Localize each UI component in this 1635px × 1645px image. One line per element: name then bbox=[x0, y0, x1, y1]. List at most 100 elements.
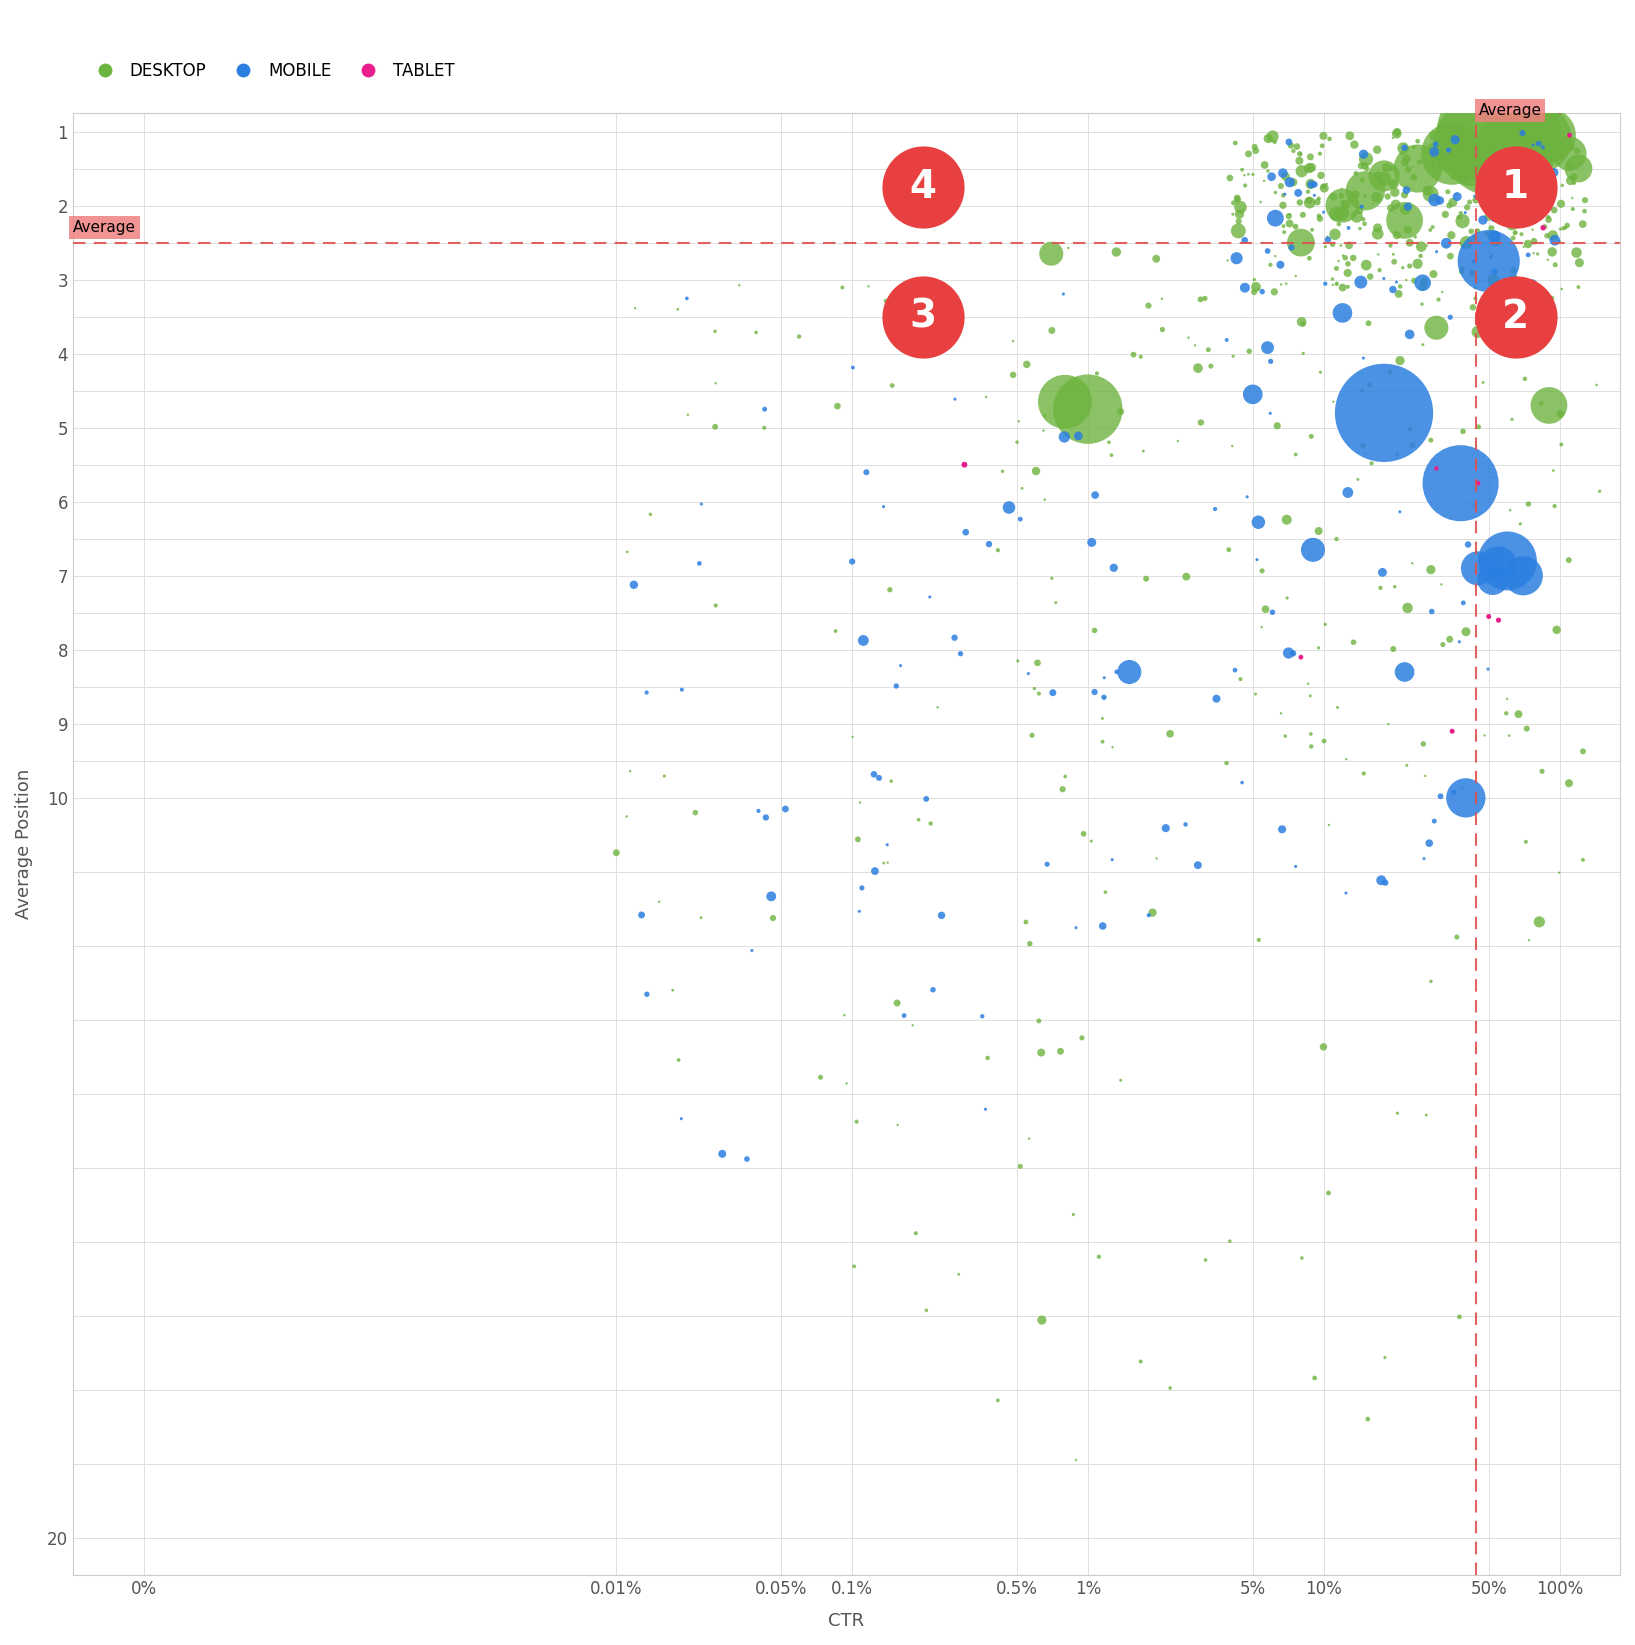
Point bbox=[1230, 770, 1256, 796]
Point bbox=[1535, 247, 1561, 273]
Point bbox=[1380, 125, 1406, 151]
Point bbox=[921, 977, 947, 1003]
Point bbox=[1365, 163, 1391, 189]
Point bbox=[1555, 212, 1581, 239]
Point bbox=[1066, 423, 1092, 449]
Point bbox=[1377, 232, 1403, 258]
Point bbox=[1401, 164, 1427, 191]
Point bbox=[906, 806, 932, 832]
Point bbox=[1277, 201, 1303, 227]
Point bbox=[1030, 418, 1056, 444]
Point bbox=[1341, 628, 1367, 655]
Point bbox=[1223, 130, 1249, 156]
Point bbox=[1310, 1033, 1336, 1059]
Point bbox=[1557, 548, 1583, 574]
Point bbox=[638, 502, 664, 528]
Point bbox=[1527, 168, 1553, 194]
Point bbox=[1267, 701, 1293, 727]
Point bbox=[760, 905, 786, 931]
Point bbox=[1297, 188, 1323, 214]
Point bbox=[953, 520, 979, 546]
Point bbox=[1537, 128, 1563, 155]
Point bbox=[1220, 433, 1246, 459]
Point bbox=[1239, 382, 1265, 408]
Point bbox=[1333, 745, 1359, 772]
Point bbox=[1298, 171, 1324, 197]
Point bbox=[1192, 285, 1218, 311]
Point bbox=[1382, 574, 1408, 600]
Point bbox=[1404, 128, 1431, 155]
Point bbox=[1571, 197, 1597, 224]
Point bbox=[1561, 169, 1588, 196]
Point bbox=[1566, 250, 1592, 276]
Point bbox=[1228, 194, 1254, 220]
Point bbox=[1099, 734, 1125, 760]
Point bbox=[1532, 214, 1558, 240]
Point bbox=[1283, 133, 1310, 160]
Point bbox=[1262, 179, 1288, 206]
Point bbox=[1288, 158, 1315, 184]
Point bbox=[1383, 268, 1409, 294]
Point bbox=[1225, 217, 1251, 243]
Point bbox=[1408, 234, 1434, 260]
Point bbox=[1462, 285, 1488, 311]
Point bbox=[996, 495, 1022, 521]
Point bbox=[1337, 123, 1364, 150]
Point bbox=[1351, 433, 1377, 459]
Point bbox=[1424, 314, 1450, 341]
Point bbox=[1447, 1304, 1473, 1331]
Point bbox=[1007, 1153, 1033, 1179]
Point bbox=[734, 1147, 760, 1173]
Point bbox=[1323, 526, 1349, 553]
Point bbox=[1024, 457, 1050, 484]
Point bbox=[1476, 604, 1503, 630]
Point bbox=[1521, 240, 1547, 266]
Point bbox=[1310, 123, 1336, 150]
Point bbox=[989, 459, 1015, 485]
Point bbox=[1494, 169, 1521, 196]
Point bbox=[1571, 188, 1597, 214]
Point bbox=[1300, 536, 1326, 563]
Point bbox=[1298, 734, 1324, 760]
Point bbox=[1395, 156, 1421, 183]
Point bbox=[1421, 262, 1447, 288]
Point bbox=[1025, 681, 1051, 707]
Point bbox=[855, 273, 881, 299]
Point bbox=[1404, 250, 1431, 276]
Point bbox=[880, 372, 906, 398]
Point bbox=[1511, 563, 1537, 589]
Point bbox=[1503, 189, 1529, 215]
Point bbox=[1223, 245, 1249, 271]
Point bbox=[1275, 128, 1301, 155]
Point bbox=[849, 875, 875, 901]
Point bbox=[1329, 192, 1355, 219]
Point bbox=[1516, 140, 1542, 166]
Point bbox=[1396, 230, 1422, 257]
Point bbox=[1264, 413, 1290, 439]
Point bbox=[1380, 242, 1406, 268]
Point bbox=[1400, 549, 1426, 576]
Point bbox=[1460, 248, 1486, 275]
Point bbox=[1107, 1068, 1133, 1094]
Point bbox=[1491, 150, 1517, 176]
Point bbox=[1434, 146, 1460, 173]
Point bbox=[687, 549, 713, 576]
Point bbox=[885, 1112, 911, 1138]
Point bbox=[1081, 679, 1107, 706]
Point bbox=[1519, 183, 1545, 209]
Point bbox=[1100, 554, 1127, 581]
Point bbox=[1480, 266, 1506, 293]
Point bbox=[1259, 123, 1285, 150]
Point bbox=[1025, 650, 1051, 676]
Point bbox=[1329, 299, 1355, 326]
Point bbox=[665, 1046, 692, 1073]
Point bbox=[1342, 160, 1368, 186]
Point bbox=[1349, 194, 1375, 220]
Point bbox=[1360, 191, 1386, 217]
Point bbox=[1542, 494, 1568, 520]
Point bbox=[1534, 222, 1560, 248]
Point bbox=[1439, 719, 1465, 745]
Point bbox=[1256, 125, 1282, 151]
Point bbox=[1006, 408, 1032, 434]
Point bbox=[1277, 211, 1303, 237]
